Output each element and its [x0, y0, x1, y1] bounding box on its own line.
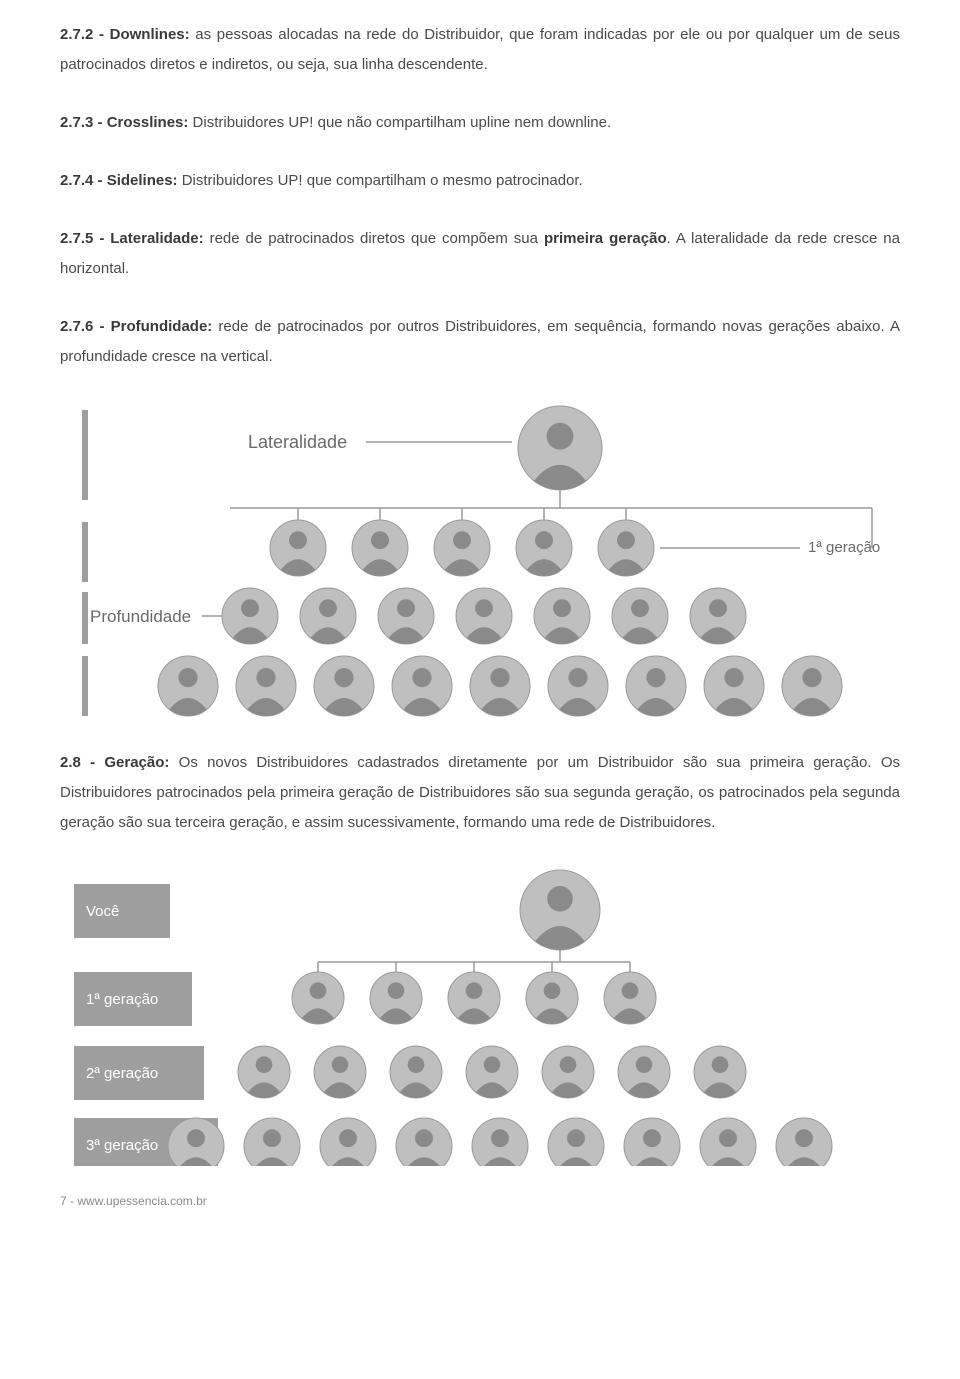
profundidade-label: Profundidade: [90, 607, 191, 626]
para-272: 2.7.2 - Downlines: as pessoas alocadas n…: [60, 20, 900, 80]
para-276-bold: 2.7.6 - Profundidade:: [60, 318, 212, 335]
para-28-bold: 2.8 - Geração:: [60, 754, 169, 771]
para-275-bold: 2.7.5 - Lateralidade:: [60, 230, 204, 247]
para-275-bold2: primeira geração: [544, 230, 667, 247]
para-275: 2.7.5 - Lateralidade: rede de patrocinad…: [60, 224, 900, 284]
footer-url: www.upessencia.com.br: [77, 1194, 206, 1208]
generation-band-label: 3ª geração: [86, 1137, 158, 1154]
generation-band-label: 1ª geração: [86, 991, 158, 1008]
lateralidade-label: Lateralidade: [248, 432, 347, 452]
vertical-bar: [82, 656, 88, 716]
generation-band-label: Você: [86, 903, 119, 920]
para-276: 2.7.6 - Profundidade: rede de patrocinad…: [60, 312, 900, 372]
diagram1-svg: Lateralidade 1ª geração Profundidade: [60, 400, 900, 720]
diagram2-svg: Você 1ª geração 2ª geração 3ª geração: [60, 866, 900, 1166]
para-273: 2.7.3 - Crosslines: Distribuidores UP! q…: [60, 108, 900, 138]
para-28-text: Os novos Distribuidores cadastrados dire…: [60, 754, 900, 831]
diagram-geracoes: Você 1ª geração 2ª geração 3ª geração: [60, 866, 900, 1166]
para-272-bold: 2.7.2 - Downlines:: [60, 26, 190, 43]
vertical-bar: [82, 410, 88, 500]
gen1-label: 1ª geração: [808, 539, 880, 556]
para-273-bold: 2.7.3 - Crosslines:: [60, 114, 188, 131]
vertical-bar: [82, 592, 88, 644]
para-274-text: Distribuidores UP! que compartilham o me…: [178, 172, 583, 189]
footer-page: 7: [60, 1194, 67, 1208]
footer-sep: -: [67, 1194, 78, 1208]
para-274-bold: 2.7.4 - Sidelines:: [60, 172, 178, 189]
page-footer: 7 - www.upessencia.com.br: [60, 1194, 900, 1208]
vertical-bar: [82, 522, 88, 582]
diagram-lateralidade-profundidade: Lateralidade 1ª geração Profundidade: [60, 400, 900, 720]
generation-band-label: 2ª geração: [86, 1065, 158, 1082]
para-273-text: Distribuidores UP! que não compartilham …: [188, 114, 611, 131]
para-28: 2.8 - Geração: Os novos Distribuidores c…: [60, 748, 900, 838]
para-275-text-a: rede de patrocinados diretos que compõem…: [204, 230, 544, 247]
para-274: 2.7.4 - Sidelines: Distribuidores UP! qu…: [60, 166, 900, 196]
